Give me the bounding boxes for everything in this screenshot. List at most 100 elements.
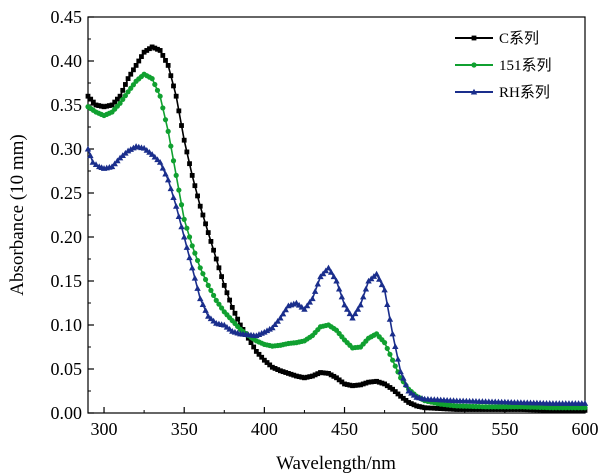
data-point <box>403 397 409 403</box>
data-point <box>581 400 589 406</box>
data-point <box>156 159 164 165</box>
legend-swatch-marker <box>471 35 477 41</box>
data-point <box>189 264 196 271</box>
data-point <box>389 330 396 337</box>
data-point <box>191 274 199 281</box>
data-point <box>213 297 219 303</box>
data-point <box>164 176 172 183</box>
data-point <box>306 298 313 305</box>
data-point <box>176 187 182 193</box>
data-point <box>320 370 326 376</box>
data-point <box>352 310 359 317</box>
data-point <box>275 367 281 372</box>
data-point <box>266 325 273 332</box>
data-point <box>152 81 158 88</box>
data-point <box>368 379 374 385</box>
data-point <box>460 407 466 412</box>
data-point <box>187 161 192 167</box>
data-point <box>96 103 102 108</box>
data-point <box>189 243 195 249</box>
data-point <box>186 254 193 261</box>
x-tick-label: 350 <box>171 419 198 439</box>
data-point <box>544 407 549 413</box>
data-point <box>314 280 321 287</box>
data-point <box>486 407 492 412</box>
data-point <box>582 405 588 411</box>
data-point <box>349 314 356 321</box>
legend-swatch-marker <box>470 88 478 95</box>
data-point <box>111 160 118 167</box>
data-point <box>253 349 259 354</box>
data-point <box>400 374 407 381</box>
data-point <box>141 49 147 55</box>
data-point <box>566 407 572 413</box>
data-point <box>373 270 380 277</box>
data-point <box>122 93 129 99</box>
data-point <box>556 407 562 413</box>
data-point <box>168 73 174 79</box>
data-point <box>384 301 391 308</box>
data-point <box>159 164 167 171</box>
data-point <box>117 93 123 99</box>
data-point <box>398 393 404 399</box>
data-point <box>338 293 346 300</box>
y-tick-label: 0.35 <box>51 95 83 115</box>
data-point <box>181 216 187 222</box>
data-point <box>148 151 156 157</box>
data-point <box>579 407 585 413</box>
legend-item: RH系列 <box>455 84 550 101</box>
data-point <box>327 269 335 275</box>
data-point <box>197 203 203 209</box>
data-point <box>540 407 546 413</box>
data-point <box>263 327 271 334</box>
data-point <box>88 96 94 102</box>
data-point <box>310 373 315 379</box>
data-point <box>362 285 370 292</box>
data-point <box>360 381 366 387</box>
data-point <box>216 265 222 271</box>
data-point <box>572 407 578 413</box>
data-point <box>416 404 422 409</box>
data-point <box>175 213 183 220</box>
data-point <box>87 152 94 159</box>
data-point <box>192 250 198 256</box>
data-point <box>264 360 270 365</box>
data-point <box>202 307 209 313</box>
data-point <box>528 407 533 413</box>
data-point <box>195 193 200 199</box>
data-point <box>277 314 284 321</box>
data-point <box>499 407 505 412</box>
data-point <box>347 382 353 388</box>
data-point <box>271 321 279 327</box>
data-point <box>168 143 174 149</box>
data-point <box>92 161 100 167</box>
x-tick-label: 600 <box>572 419 599 439</box>
data-point <box>202 276 209 283</box>
data-point <box>537 407 543 413</box>
data-point <box>428 405 434 411</box>
data-point <box>531 407 537 413</box>
data-point <box>269 364 275 370</box>
data-point <box>219 305 225 311</box>
data-point <box>280 369 286 375</box>
data-point <box>470 407 476 412</box>
data-point <box>425 405 431 411</box>
data-point <box>160 105 166 111</box>
data-point <box>210 292 217 298</box>
data-point <box>336 377 342 383</box>
x-tick-label: 450 <box>331 419 358 439</box>
data-point <box>358 382 363 388</box>
data-point <box>131 67 136 73</box>
data-point <box>248 340 254 345</box>
data-point <box>505 407 511 412</box>
data-point <box>120 96 126 103</box>
data-point <box>397 368 404 375</box>
data-point <box>224 290 230 296</box>
data-point <box>108 163 116 170</box>
data-point <box>162 117 169 123</box>
data-point <box>157 93 163 99</box>
data-point <box>414 403 420 409</box>
y-tick-label: 0.40 <box>51 51 83 71</box>
data-point <box>560 407 565 413</box>
